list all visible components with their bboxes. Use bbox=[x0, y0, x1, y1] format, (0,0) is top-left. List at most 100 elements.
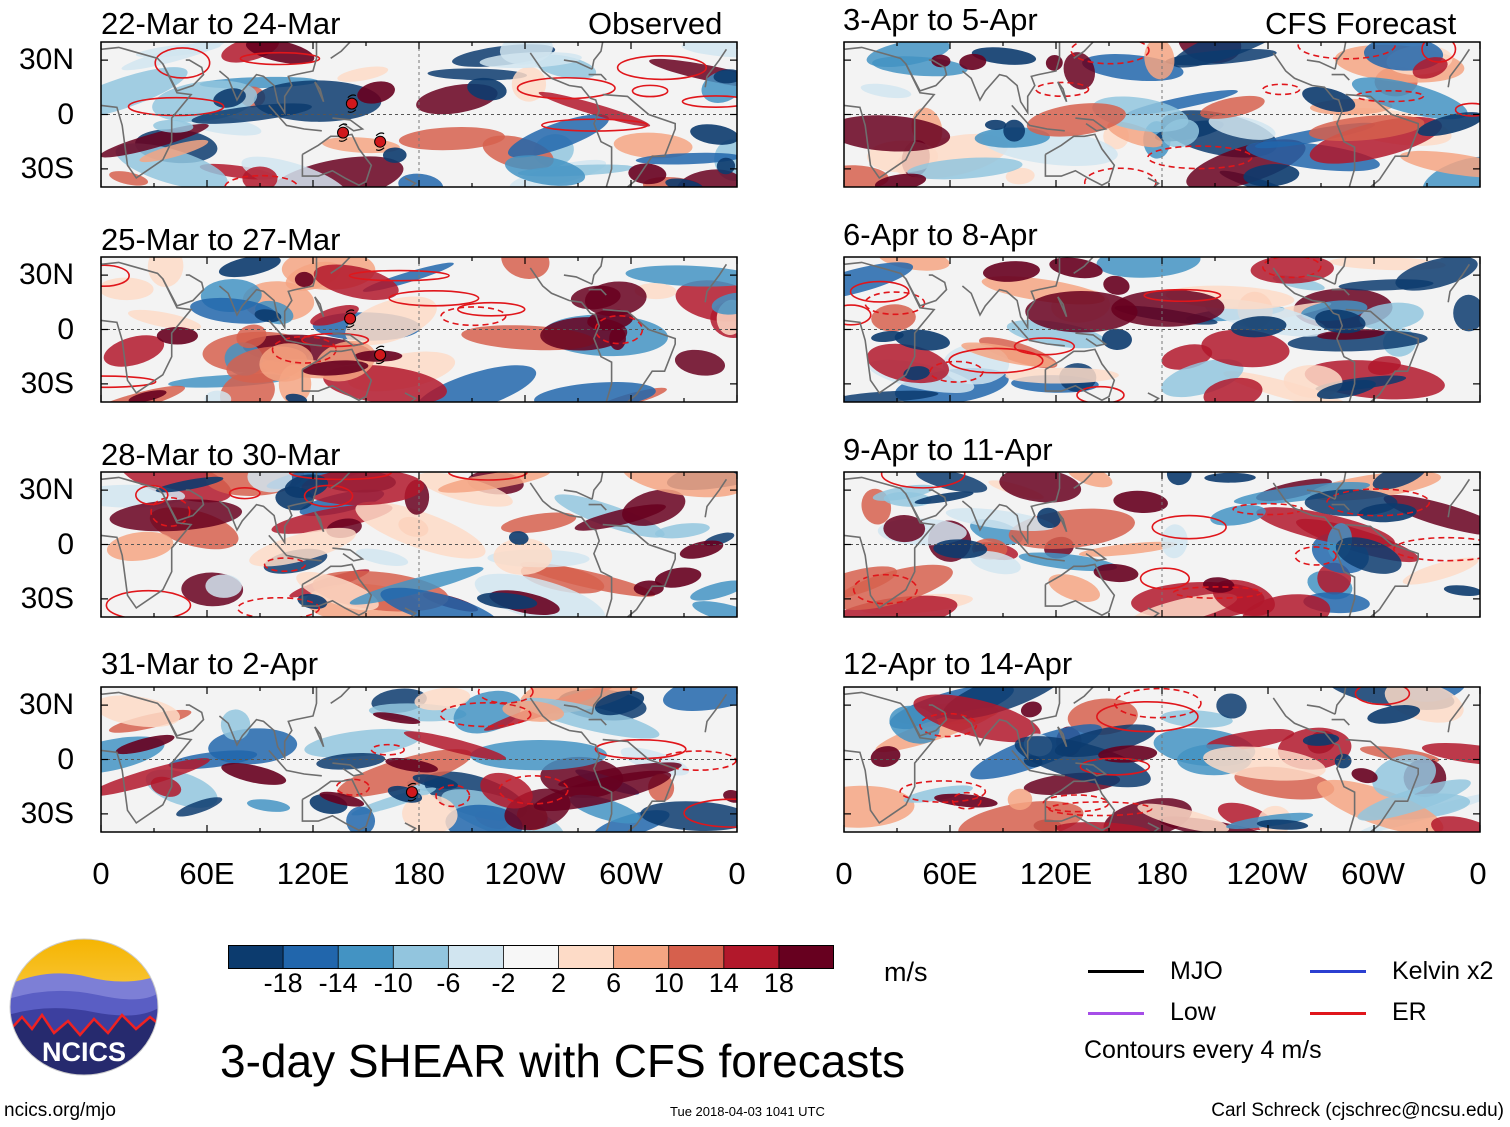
er-contour bbox=[101, 264, 130, 288]
coastline-africa bbox=[101, 46, 193, 180]
coastline-indonesia bbox=[1011, 104, 1065, 132]
shear-anomaly-blob bbox=[1383, 494, 1480, 536]
coastline-americas-west bbox=[529, 52, 613, 187]
coastline-indonesia bbox=[1011, 319, 1065, 347]
shear-core-blob bbox=[959, 53, 987, 70]
coastline-south-america bbox=[1345, 523, 1419, 611]
shear-anomaly-blob bbox=[1078, 541, 1177, 557]
coastline-argentina bbox=[1369, 179, 1380, 187]
colorbar-label: 2 bbox=[551, 968, 567, 998]
shear-core-blob bbox=[713, 69, 737, 84]
coastline-caribbean bbox=[588, 503, 607, 511]
shear-core-blob bbox=[594, 690, 645, 716]
er-contour bbox=[1139, 567, 1191, 590]
shear-anomaly-blob bbox=[1372, 754, 1437, 798]
coastline-west-africa bbox=[1447, 263, 1471, 303]
shear-anomaly-blob bbox=[1096, 257, 1201, 278]
shear-anomaly-blob bbox=[860, 83, 912, 99]
coastline-new-zealand bbox=[404, 607, 417, 617]
shear-anomaly-blob bbox=[1203, 377, 1263, 402]
shear-anomaly-blob bbox=[1351, 77, 1468, 120]
er-contour bbox=[1262, 257, 1322, 279]
colorbar-swatch bbox=[668, 945, 725, 969]
coastline-australia bbox=[301, 778, 373, 832]
shear-anomaly-blob bbox=[313, 264, 399, 300]
coastline-new-guinea bbox=[1075, 762, 1108, 777]
coastline-new-zealand bbox=[1147, 177, 1160, 187]
lon-label-right-0: 0 bbox=[835, 856, 853, 891]
shear-core-blob bbox=[254, 309, 282, 323]
coastline-indonesia bbox=[268, 319, 322, 347]
shear-core-blob bbox=[1417, 112, 1480, 137]
coastline-australia bbox=[301, 133, 373, 187]
coastline-new-zealand bbox=[1147, 392, 1160, 402]
colorbar-label: 6 bbox=[606, 968, 622, 998]
lon-label-right-180: 180 bbox=[1136, 856, 1188, 891]
coastline-indonesia bbox=[268, 749, 322, 777]
shear-anomaly-blob bbox=[121, 42, 226, 71]
coastline-caribbean bbox=[1331, 73, 1350, 81]
shear-core-blob bbox=[1367, 705, 1421, 724]
shear-anomaly-blob bbox=[1005, 167, 1035, 185]
shear-anomaly-blob bbox=[139, 139, 209, 163]
er-contour bbox=[1151, 514, 1227, 540]
coastline-asia bbox=[218, 687, 318, 761]
coastline-americas-west bbox=[1272, 482, 1356, 617]
tropical-cyclone-icon bbox=[405, 782, 418, 802]
coastline-asia bbox=[961, 257, 1061, 331]
shear-anomaly-blob bbox=[1357, 779, 1471, 821]
shear-anomaly-blob bbox=[101, 277, 154, 301]
legend-note: Contours every 4 m/s bbox=[1084, 1036, 1322, 1064]
coastline-australia bbox=[301, 348, 373, 402]
site-url[interactable]: ncics.org/mjo bbox=[4, 1100, 116, 1121]
shear-anomaly-blob bbox=[1162, 118, 1200, 148]
shear-anomaly-blob bbox=[153, 119, 194, 133]
lat-label: 30N bbox=[18, 43, 74, 77]
cfs-forecast-header: CFS Forecast bbox=[1265, 6, 1457, 41]
shear-core-blob bbox=[716, 157, 736, 175]
tropical-cyclone-icon bbox=[374, 132, 387, 151]
shear-anomaly-blob bbox=[337, 749, 472, 798]
colorbar-swatch bbox=[558, 945, 615, 969]
coastline-new-zealand bbox=[404, 392, 417, 402]
coastline-caribbean bbox=[588, 718, 607, 726]
lat-label: 30N bbox=[18, 473, 74, 507]
shear-anomaly-blob bbox=[504, 155, 586, 186]
coastline-argentina bbox=[1369, 824, 1380, 832]
er-contour bbox=[541, 118, 649, 132]
coastline-argentina bbox=[1369, 609, 1380, 617]
er-contour bbox=[1355, 89, 1425, 103]
shear-core-blob bbox=[218, 257, 281, 278]
shear-anomaly-blob bbox=[1111, 289, 1225, 327]
coastline-gulf bbox=[1306, 704, 1336, 715]
er-contour bbox=[1326, 488, 1431, 517]
coastline-asia bbox=[961, 472, 1061, 546]
shear-anomaly-blob bbox=[1007, 788, 1033, 811]
coastline-asia bbox=[218, 472, 318, 546]
coastline-japan bbox=[330, 472, 351, 489]
coastline-philippines bbox=[1057, 81, 1068, 103]
shear-anomaly-blob bbox=[1216, 693, 1247, 719]
colorbar-label: -18 bbox=[263, 968, 303, 998]
shear-core-blob bbox=[1020, 701, 1042, 718]
shear-core-blob bbox=[1302, 86, 1356, 113]
lon-label-right-60e: 60E bbox=[922, 856, 978, 891]
shear-anomaly-blob bbox=[1018, 552, 1118, 572]
shear-anomaly-blob bbox=[649, 58, 737, 90]
coastline-new-guinea bbox=[332, 332, 365, 347]
shear-anomaly-blob bbox=[511, 66, 547, 102]
coastline-florida bbox=[591, 42, 604, 70]
shear-anomaly-blob bbox=[1144, 42, 1175, 80]
lon-label-right-60w: 60W bbox=[1341, 856, 1405, 891]
coastline-australia bbox=[301, 563, 373, 617]
er-contour bbox=[1079, 757, 1151, 776]
coastline-philippines bbox=[1057, 296, 1068, 318]
coastline-new-guinea bbox=[1075, 547, 1108, 562]
er-contour bbox=[388, 290, 480, 307]
shear-anomaly-blob bbox=[501, 512, 577, 534]
shear-anomaly-blob bbox=[844, 390, 939, 402]
lon-label-left-60w: 60W bbox=[599, 856, 663, 891]
er-contour bbox=[135, 484, 169, 506]
coastline-new-zealand bbox=[1147, 822, 1160, 832]
coastline-argentina bbox=[626, 609, 637, 617]
